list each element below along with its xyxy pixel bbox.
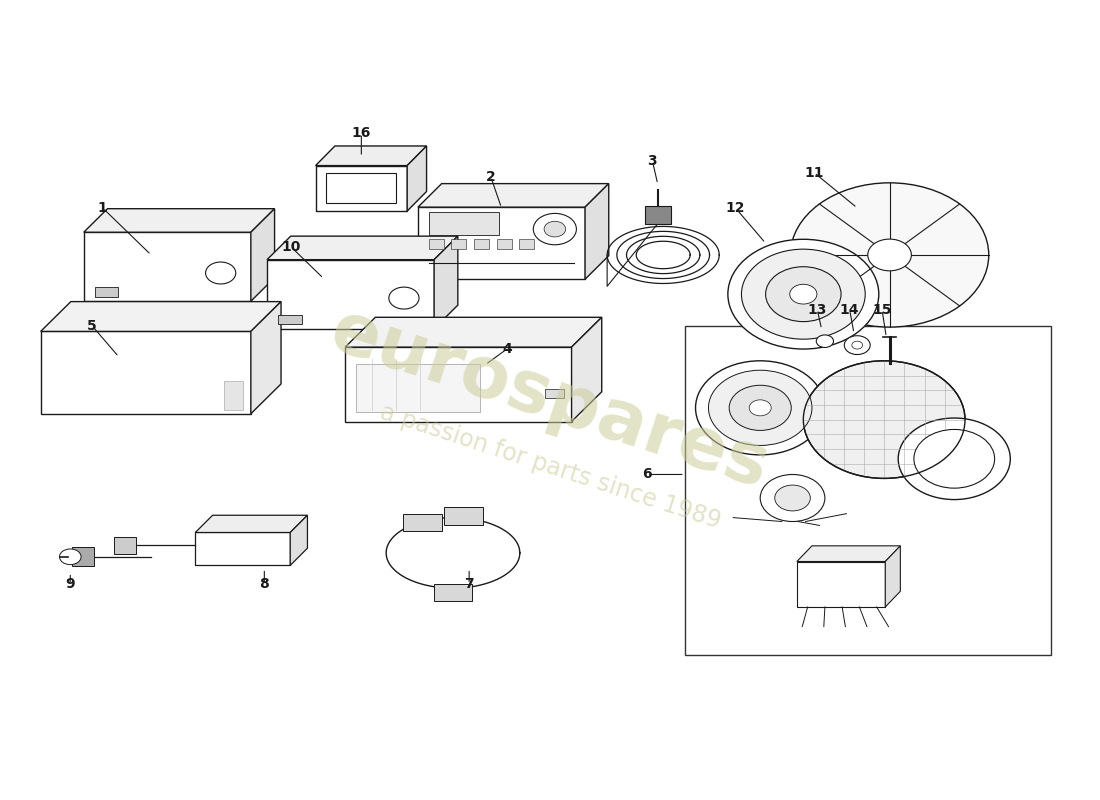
- Text: 5: 5: [87, 318, 97, 333]
- Bar: [429, 239, 443, 250]
- Circle shape: [206, 262, 235, 284]
- Circle shape: [774, 485, 811, 511]
- Bar: [114, 538, 136, 554]
- Bar: [474, 239, 490, 250]
- Bar: [316, 166, 407, 211]
- Bar: [41, 331, 251, 414]
- Bar: [451, 239, 466, 250]
- Bar: [404, 514, 442, 531]
- Polygon shape: [585, 184, 608, 279]
- Text: 10: 10: [282, 240, 301, 254]
- Circle shape: [695, 361, 825, 455]
- Bar: [684, 326, 1052, 654]
- Bar: [356, 364, 481, 412]
- Polygon shape: [886, 546, 900, 607]
- Circle shape: [845, 336, 870, 354]
- Bar: [84, 232, 251, 302]
- Text: eurospares: eurospares: [322, 297, 778, 503]
- Bar: [267, 260, 434, 329]
- Circle shape: [760, 474, 825, 522]
- Circle shape: [728, 239, 879, 349]
- Text: 13: 13: [807, 303, 827, 317]
- Circle shape: [59, 549, 81, 565]
- Text: 2: 2: [486, 170, 496, 183]
- Bar: [433, 584, 472, 602]
- Circle shape: [791, 183, 989, 327]
- Bar: [327, 174, 396, 203]
- Circle shape: [708, 370, 812, 446]
- Bar: [519, 239, 535, 250]
- Circle shape: [766, 266, 842, 322]
- Circle shape: [749, 400, 771, 416]
- Circle shape: [544, 222, 565, 237]
- Polygon shape: [196, 515, 308, 533]
- Circle shape: [868, 239, 912, 271]
- Circle shape: [790, 284, 817, 304]
- Circle shape: [816, 335, 834, 347]
- Bar: [73, 547, 94, 566]
- Polygon shape: [434, 236, 458, 329]
- Circle shape: [388, 287, 419, 309]
- Polygon shape: [84, 209, 275, 232]
- Bar: [544, 389, 564, 398]
- Text: 7: 7: [464, 578, 474, 591]
- Bar: [95, 287, 119, 297]
- Circle shape: [851, 341, 862, 349]
- Bar: [444, 507, 483, 525]
- Text: 14: 14: [840, 303, 859, 317]
- Text: 12: 12: [726, 201, 745, 215]
- Polygon shape: [251, 209, 275, 302]
- Bar: [196, 533, 290, 566]
- Text: 6: 6: [642, 467, 652, 482]
- Text: 15: 15: [872, 303, 892, 317]
- Text: 9: 9: [66, 578, 75, 591]
- Text: 11: 11: [804, 166, 824, 180]
- Text: 1: 1: [98, 201, 108, 215]
- Text: 3: 3: [648, 154, 657, 168]
- Circle shape: [534, 214, 576, 245]
- Polygon shape: [418, 184, 608, 207]
- Bar: [278, 314, 301, 324]
- Circle shape: [899, 418, 1010, 499]
- Bar: [645, 206, 671, 223]
- Polygon shape: [251, 302, 280, 414]
- Polygon shape: [796, 546, 900, 562]
- Polygon shape: [267, 236, 458, 260]
- Bar: [345, 347, 572, 422]
- Circle shape: [741, 249, 866, 339]
- Polygon shape: [290, 515, 308, 566]
- Circle shape: [729, 386, 791, 430]
- Polygon shape: [345, 318, 602, 347]
- Circle shape: [914, 430, 994, 488]
- Bar: [796, 562, 886, 607]
- Circle shape: [803, 361, 965, 478]
- Polygon shape: [41, 302, 280, 331]
- Polygon shape: [407, 146, 427, 211]
- Polygon shape: [572, 318, 602, 422]
- Bar: [224, 381, 243, 410]
- Text: 16: 16: [352, 126, 371, 141]
- Text: 8: 8: [260, 578, 270, 591]
- Bar: [429, 212, 498, 235]
- Text: a passion for parts since 1989: a passion for parts since 1989: [376, 400, 724, 533]
- Polygon shape: [316, 146, 427, 166]
- Text: 4: 4: [502, 342, 512, 356]
- Bar: [496, 239, 512, 250]
- Bar: [418, 207, 585, 279]
